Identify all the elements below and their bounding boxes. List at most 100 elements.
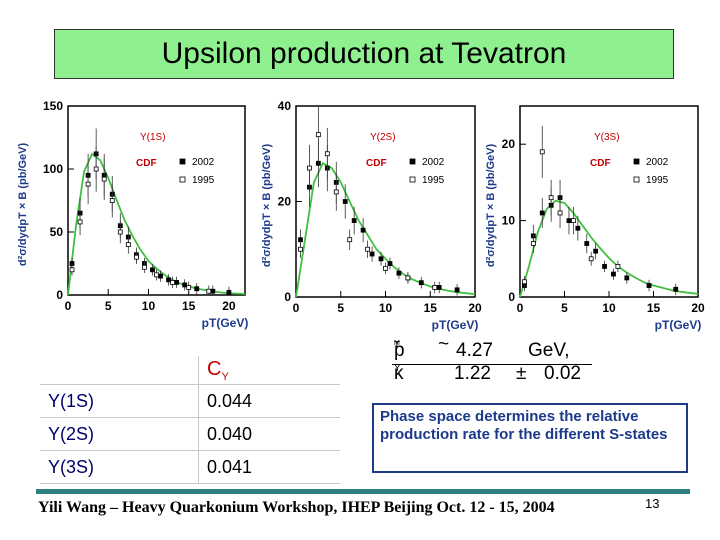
data-point	[584, 241, 590, 246]
data-point	[186, 285, 192, 290]
data-point	[575, 225, 581, 231]
y-tick-label: 10	[502, 214, 516, 228]
plot-upsilon-3s: 0 5 10 15 20 0 10 20 pT(GeV) d²σ/dydpT × B (pb/Ge…	[485, 105, 705, 332]
data-point	[226, 290, 232, 295]
table-cell-state: Y(2S)	[40, 417, 199, 451]
y-tick-label: 0	[284, 290, 291, 304]
y-tick-label: 50	[50, 225, 64, 239]
y-axis-label: d²σ/dydpT × B (pb/GeV)	[261, 144, 273, 268]
data-point	[611, 271, 616, 277]
data-point	[166, 277, 171, 283]
formula-p-subsub: M	[394, 340, 400, 347]
x-tick-label: 0	[65, 299, 72, 313]
data-point	[593, 248, 599, 254]
x-tick-label: 0	[293, 301, 300, 315]
table-cell-state: Y(3S)	[40, 450, 199, 484]
data-point	[150, 267, 155, 273]
phase-space-note: Phase space determines the relative prod…	[372, 403, 688, 473]
data-point	[571, 218, 576, 223]
footer-divider	[36, 489, 690, 494]
x-tick-label: 10	[379, 301, 393, 315]
data-point	[101, 176, 107, 182]
y-tick-label: 100	[43, 162, 63, 176]
y-axis-label: d²σ/dydpT × B (pb/GeV)	[485, 144, 497, 268]
table-cell-state: Y(1S)	[40, 384, 199, 418]
x-tick-label: 20	[468, 301, 482, 315]
data-point	[369, 251, 375, 257]
fit-curve	[519, 199, 699, 298]
c-symbol: C	[207, 357, 222, 380]
data-point	[125, 242, 131, 248]
formula-plusminus: ±	[516, 363, 527, 384]
x-tick-label: 0	[517, 301, 524, 315]
x-tick-label: 10	[602, 301, 616, 315]
formula-kappa-sub: Υ	[394, 363, 401, 374]
table-header-row: CΥ	[40, 356, 340, 385]
data-point	[351, 218, 357, 223]
formula-kappa-value: 1.22	[454, 363, 491, 384]
y-tick-label: 0	[508, 290, 515, 304]
formula-p: p	[394, 340, 405, 361]
data-point	[602, 264, 607, 269]
legend-marker	[179, 158, 186, 165]
data-point	[387, 261, 393, 266]
data-point	[365, 246, 370, 252]
data-point	[142, 264, 147, 270]
x-tick-label: 5	[105, 299, 112, 313]
data-point	[93, 166, 99, 172]
plot-upsilon-2s: 0 5 10 15 20 0 20 40 pT(GeV) d²σ/dydpT × B (pb/Ge…	[261, 99, 482, 332]
y-tick-label: 0	[56, 288, 63, 302]
state-label: Υ(1S)	[140, 132, 166, 143]
data-point	[454, 287, 460, 293]
table-row: Y(3S) 0.041	[40, 450, 340, 484]
data-point	[133, 254, 139, 260]
legend-marker	[633, 158, 640, 165]
data-point	[557, 210, 563, 216]
y-tick-label: 20	[278, 195, 292, 209]
legend-experiment: CDF	[136, 158, 157, 169]
legend-marker	[633, 176, 640, 183]
data-point	[117, 229, 123, 235]
state-label: Υ(2S)	[370, 132, 396, 143]
formula-p-unit: GeV,	[528, 340, 570, 361]
formula-kappa: κ	[394, 363, 404, 384]
data-point	[315, 132, 321, 138]
data-point	[298, 246, 303, 252]
data-point	[588, 256, 594, 262]
data-point	[77, 219, 83, 225]
plot-frame	[67, 105, 246, 296]
plot-upsilon-1s: 0 5 10 15 20 0 50 100 150 pT(GeV) d²σ/dydpT × B (p…	[17, 99, 248, 330]
formula-tilde: ~	[438, 334, 450, 355]
table-header-empty	[40, 356, 199, 385]
table-cell-value: 0.041	[198, 450, 340, 484]
data-point	[615, 264, 621, 269]
data-point	[396, 270, 402, 276]
slide-title: Upsilon production at Tevatron	[161, 37, 567, 70]
x-tick-label: 15	[424, 301, 438, 315]
data-point	[333, 189, 339, 195]
data-point	[342, 199, 348, 204]
data-point	[109, 198, 115, 203]
x-tick-label: 5	[337, 301, 344, 315]
slide-title-box: Upsilon production at Tevatron	[54, 29, 674, 79]
x-tick-label: 20	[222, 299, 236, 313]
data-point	[170, 279, 175, 285]
x-axis-label: pT(GeV)	[432, 318, 479, 332]
data-point	[539, 149, 545, 155]
legend-entry: 1995	[646, 175, 669, 186]
table-cell-value: 0.040	[198, 417, 340, 451]
legend-experiment: CDF	[366, 158, 387, 169]
data-point	[347, 237, 353, 243]
y-tick-label: 40	[278, 99, 292, 113]
formula-divider	[392, 364, 592, 365]
legend-marker	[409, 176, 416, 183]
data-point	[307, 165, 312, 171]
table-cell-value: 0.044	[198, 384, 340, 418]
legend-entry: 2002	[192, 157, 215, 168]
data-point	[194, 286, 200, 292]
y-tick-label: 20	[502, 137, 516, 151]
data-point	[210, 288, 216, 294]
data-point	[206, 288, 212, 294]
